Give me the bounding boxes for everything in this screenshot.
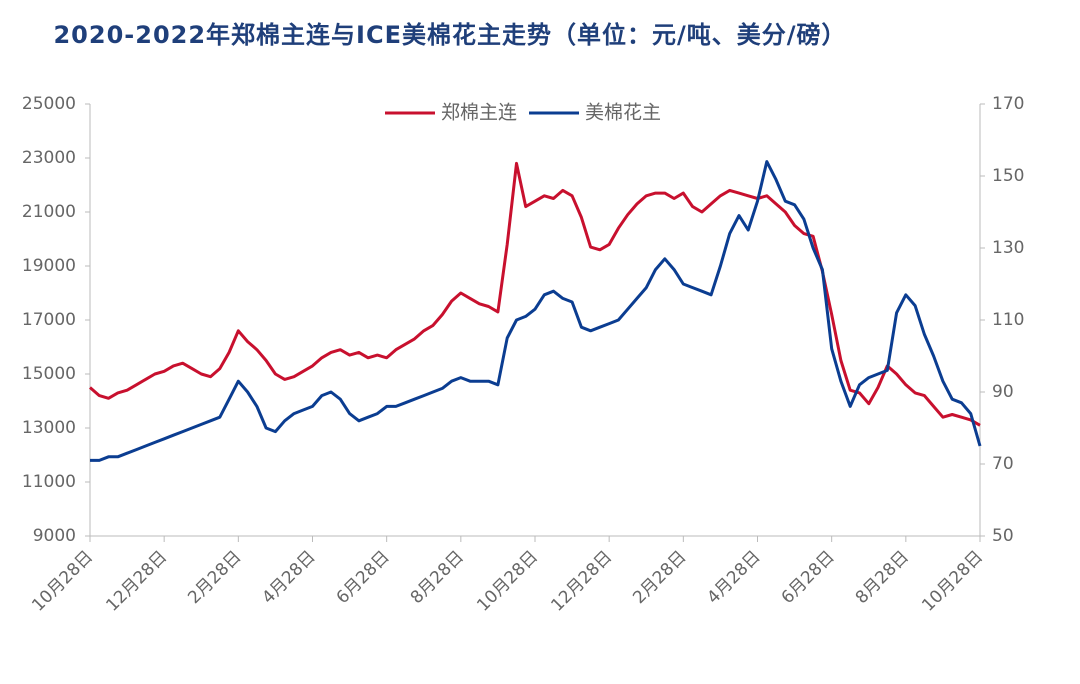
y-tick-label: 17000 xyxy=(22,310,76,330)
x-tick-label: 2月28日 xyxy=(629,547,690,608)
y-tick-label: 13000 xyxy=(22,418,76,438)
y2-tick-label: 170 xyxy=(992,94,1024,114)
y2-tick-label: 50 xyxy=(992,526,1014,546)
y-tick-label: 25000 xyxy=(22,94,76,114)
series-line xyxy=(90,160,982,462)
y2-tick-label: 90 xyxy=(992,382,1014,402)
y2-tick-label: 130 xyxy=(992,238,1024,258)
y2-tick-label: 110 xyxy=(992,310,1024,330)
x-tick-label: 12月28日 xyxy=(102,547,171,616)
series-line xyxy=(89,161,981,427)
x-tick-label: 6月28日 xyxy=(333,547,394,608)
y-tick-label: 23000 xyxy=(22,148,76,168)
x-tick-label: 10月28日 xyxy=(28,547,97,616)
x-tick-label: 12月28日 xyxy=(547,547,616,616)
y-tick-label: 15000 xyxy=(22,364,76,384)
x-tick-label: 4月28日 xyxy=(703,547,764,608)
y2-tick-label: 150 xyxy=(992,166,1024,186)
y-tick-label: 11000 xyxy=(22,472,76,492)
x-tick-label: 6月28日 xyxy=(778,547,839,608)
y-tick-label: 19000 xyxy=(22,256,76,276)
legend-label: 郑棉主连 xyxy=(441,102,517,124)
x-tick-label: 8月28日 xyxy=(407,547,468,608)
y-tick-label: 21000 xyxy=(22,202,76,222)
y-tick-label: 9000 xyxy=(33,526,76,546)
x-tick-label: 4月28日 xyxy=(258,547,319,608)
chart-title: 2020-2022年郑棉主连与ICE美棉花主走势（单位：元/吨、美分/磅） xyxy=(53,21,847,49)
x-tick-label: 8月28日 xyxy=(852,547,913,608)
y2-tick-label: 70 xyxy=(992,454,1014,474)
x-tick-label: 2月28日 xyxy=(184,547,245,608)
x-tick-label: 10月28日 xyxy=(473,547,542,616)
x-tick-label: 10月28日 xyxy=(918,547,987,616)
legend-label: 美棉花主 xyxy=(585,102,661,124)
